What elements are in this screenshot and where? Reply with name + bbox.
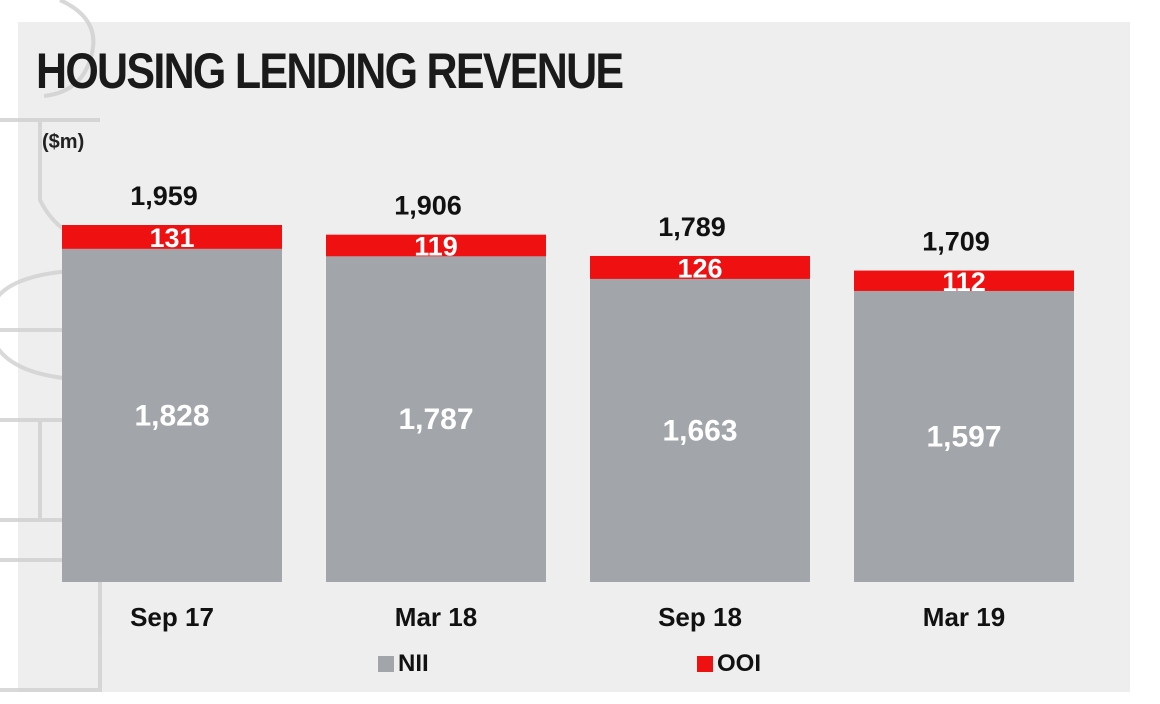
data-label-ooi: 119 [414, 232, 458, 262]
data-label-nii: 1,828 [134, 399, 209, 432]
chart-title: HOUSING LENDING REVENUE [36, 43, 624, 99]
category-label: Mar 19 [923, 602, 1005, 632]
data-label-ooi: 131 [149, 223, 194, 253]
total-label: 1,709 [922, 227, 990, 257]
data-label-nii: 1,787 [398, 403, 473, 436]
bar-ooi [62, 225, 282, 249]
data-label-nii: 1,663 [662, 414, 737, 447]
bar-ooi [326, 234, 546, 257]
category-label: Sep 18 [658, 602, 742, 632]
bar-ooi [590, 255, 810, 279]
bar-nii [854, 290, 1074, 582]
category-label: Mar 18 [395, 602, 477, 632]
data-label-nii: 1,597 [926, 420, 1001, 453]
data-label-ooi: 112 [942, 267, 986, 297]
total-label: 1,959 [130, 181, 198, 211]
bar-nii [590, 278, 810, 582]
bar-nii [62, 248, 282, 582]
data-label-ooi: 126 [677, 253, 722, 283]
category-label: Sep 17 [130, 602, 214, 632]
bar-nii [326, 256, 546, 582]
unit-label: ($m) [42, 131, 85, 153]
total-label: 1,906 [394, 191, 462, 221]
total-label: 1,789 [658, 212, 726, 242]
bar-ooi [854, 270, 1074, 291]
